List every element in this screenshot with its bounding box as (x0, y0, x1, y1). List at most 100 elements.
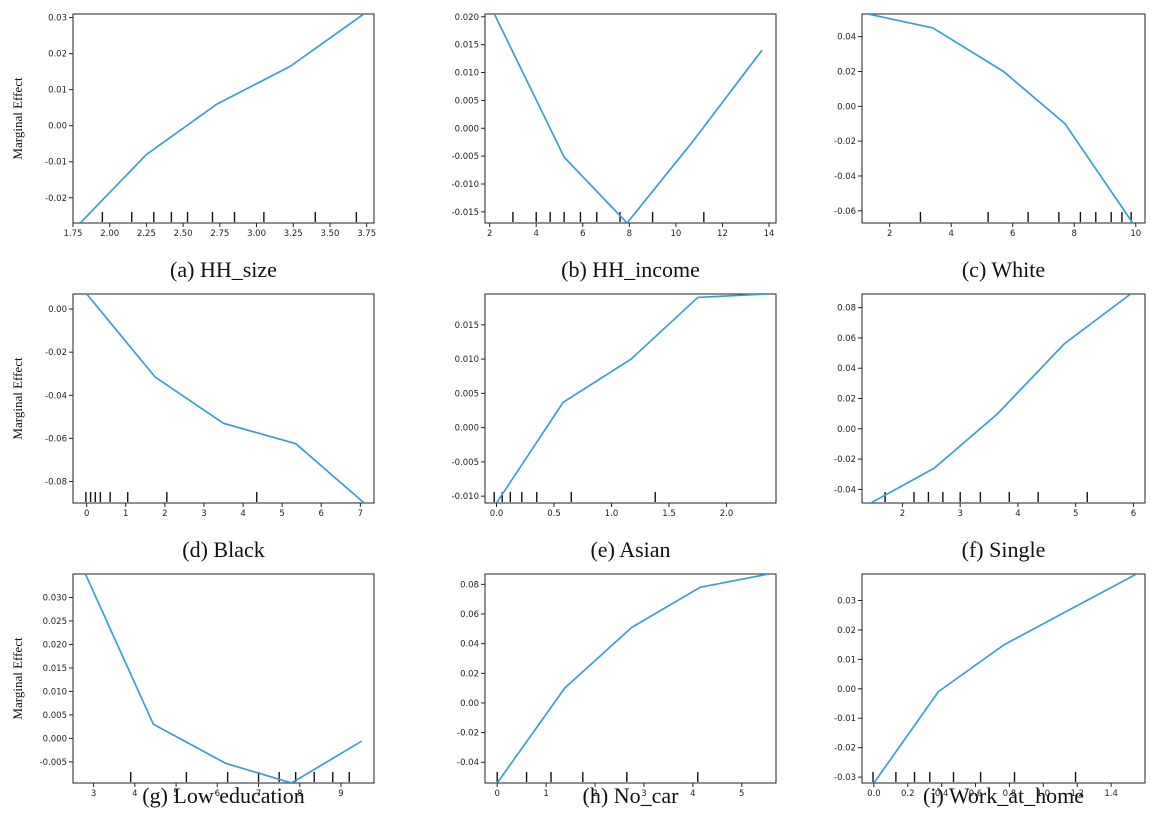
x-tick-label: 1.5 (662, 509, 676, 519)
plot-frame (484, 293, 777, 504)
y-tick-label: 0.03 (48, 14, 67, 24)
series-line (86, 294, 365, 503)
x-tick-label: 0 (84, 509, 89, 519)
x-tick-label: 12 (717, 229, 728, 239)
y-tick-label: -0.03 (834, 773, 856, 783)
y-tick-label: 0.06 (460, 610, 479, 620)
x-tick-label: 0.0 (867, 789, 881, 799)
plot-frame (861, 573, 1146, 784)
x-tick-label: 4 (690, 789, 695, 799)
x-tick-label: 5 (173, 789, 178, 799)
x-tick-label: 4 (1015, 509, 1020, 519)
x-tick-label: 6 (1131, 509, 1136, 519)
x-tick-label: 3 (957, 509, 962, 519)
panel-2: 2 4 6 8 10 12 14 -0.015 -0.010 -0.005 0.000 0.005 0.… (452, 13, 777, 282)
y-tick-label: 0.005 (455, 389, 479, 399)
y-tick-label: -0.01 (45, 158, 67, 168)
x-tick-label: 3 (641, 789, 646, 799)
y-tick-label: -0.01 (834, 714, 856, 724)
series-line (496, 574, 769, 783)
x-tick-label: 1.4 (1104, 789, 1118, 799)
panel-1: 1.75 2.00 2.25 2.50 2.75 3.00 3.25 3.50 3.75 -0.0… (10, 13, 376, 282)
x-tick-label: 0.6 (969, 789, 983, 799)
y-tick-label: 0.01 (837, 655, 856, 665)
plot-frame (484, 573, 777, 784)
x-tick-label: 0 (495, 789, 500, 799)
y-tick-label: -0.08 (45, 477, 67, 487)
y-axis-label: Marginal Effect (10, 77, 25, 160)
y-tick-label: 0.010 (43, 687, 67, 697)
panel-caption: (g) Low education (142, 783, 305, 808)
x-tick-label: 1 (543, 789, 548, 799)
plot-frame (72, 13, 375, 224)
y-tick-label: -0.06 (834, 207, 856, 217)
x-tick-label: 2 (887, 229, 892, 239)
panel-5: 0.0 0.5 1.0 1.5 2.0 -0.010 -0.005 0.000 0.005 0.0… (452, 293, 777, 562)
y-tick-label: 0.04 (460, 640, 479, 650)
panel-caption: (e) Asian (590, 537, 670, 562)
panel-7: 3 4 5 6 7 8 9 -0.005 0.000 0.005 0.010 0.015 0.020 0.… (10, 573, 375, 808)
plot-frame (72, 293, 375, 504)
x-tick-label: 2 (162, 509, 167, 519)
x-tick-label: 1.0 (1037, 789, 1051, 799)
x-tick-label: 6 (215, 789, 220, 799)
x-tick-label: 7 (256, 789, 261, 799)
x-tick-label: 10 (670, 229, 681, 239)
x-tick-label: 1.0 (605, 509, 619, 519)
panel-caption: (c) White (962, 257, 1045, 282)
panel-caption: (h) No_car (583, 783, 680, 808)
y-tick-label: 0.04 (837, 364, 856, 374)
y-tick-label: 0.02 (48, 50, 67, 60)
y-tick-label: 0.025 (43, 617, 67, 627)
panel-caption: (i) Work_at_home (923, 783, 1084, 808)
y-tick-label: -0.005 (452, 152, 479, 162)
y-axis-label: Marginal Effect (10, 637, 25, 720)
y-tick-label: 0.04 (837, 33, 856, 43)
panel-3: 2 4 6 8 10 -0.06 -0.04 -0.02 0.00 0.02 0.04 (c) Whi… (834, 13, 1146, 282)
y-tick-label: -0.04 (834, 172, 856, 182)
x-tick-label: 5 (279, 509, 284, 519)
x-tick-label: 8 (297, 789, 302, 799)
panel-caption: (a) HH_size (170, 257, 277, 282)
x-tick-label: 9 (338, 789, 343, 799)
y-tick-label: -0.005 (40, 758, 67, 768)
plot-frame (484, 13, 777, 224)
y-tick-label: -0.005 (452, 458, 479, 468)
x-tick-label: 2.75 (210, 229, 229, 239)
plot-frame (72, 573, 375, 784)
x-tick-label: 0.4 (935, 789, 949, 799)
y-tick-label: 0.01 (48, 86, 67, 96)
x-tick-label: 8 (627, 229, 632, 239)
x-tick-label: 5 (1073, 509, 1078, 519)
y-tick-label: -0.02 (457, 729, 479, 739)
series-line (79, 14, 365, 223)
x-tick-label: 2.25 (137, 229, 156, 239)
x-tick-label: 1.75 (64, 229, 83, 239)
y-tick-label: -0.015 (452, 208, 479, 218)
x-tick-label: 3.75 (357, 229, 376, 239)
y-tick-label: 0.00 (837, 102, 856, 112)
y-tick-label: 0.005 (43, 711, 67, 721)
x-tick-label: 2.00 (100, 229, 119, 239)
y-tick-label: 0.02 (837, 67, 856, 77)
y-tick-label: 0.08 (460, 580, 479, 590)
y-tick-label: -0.04 (834, 485, 856, 495)
x-tick-label: 6 (319, 509, 324, 519)
y-tick-label: -0.02 (834, 744, 856, 754)
panel-8: 0 1 2 3 4 5 -0.04 -0.02 0.00 0.02 0.04 0.06 0.08 (h) … (457, 573, 777, 808)
y-tick-label: 0.08 (837, 304, 856, 314)
y-tick-label: 0.00 (48, 122, 67, 132)
y-tick-label: 0.010 (455, 355, 479, 365)
x-tick-label: 4 (132, 789, 137, 799)
panel-caption: (b) HH_income (561, 257, 700, 282)
y-tick-label: 0.00 (460, 699, 479, 709)
series-line (868, 14, 1134, 223)
y-tick-label: 0.020 (43, 640, 67, 650)
panel-9: 0.0 0.2 0.4 0.6 0.8 1.0 1.2 1.4 -0.03 -0.02 -0.01 0… (834, 573, 1146, 808)
y-tick-label: 0.020 (455, 13, 479, 23)
x-tick-label: 8 (1072, 229, 1077, 239)
y-tick-label: 0.015 (455, 321, 479, 331)
x-tick-label: 1.2 (1070, 789, 1084, 799)
x-tick-label: 2.50 (174, 229, 193, 239)
